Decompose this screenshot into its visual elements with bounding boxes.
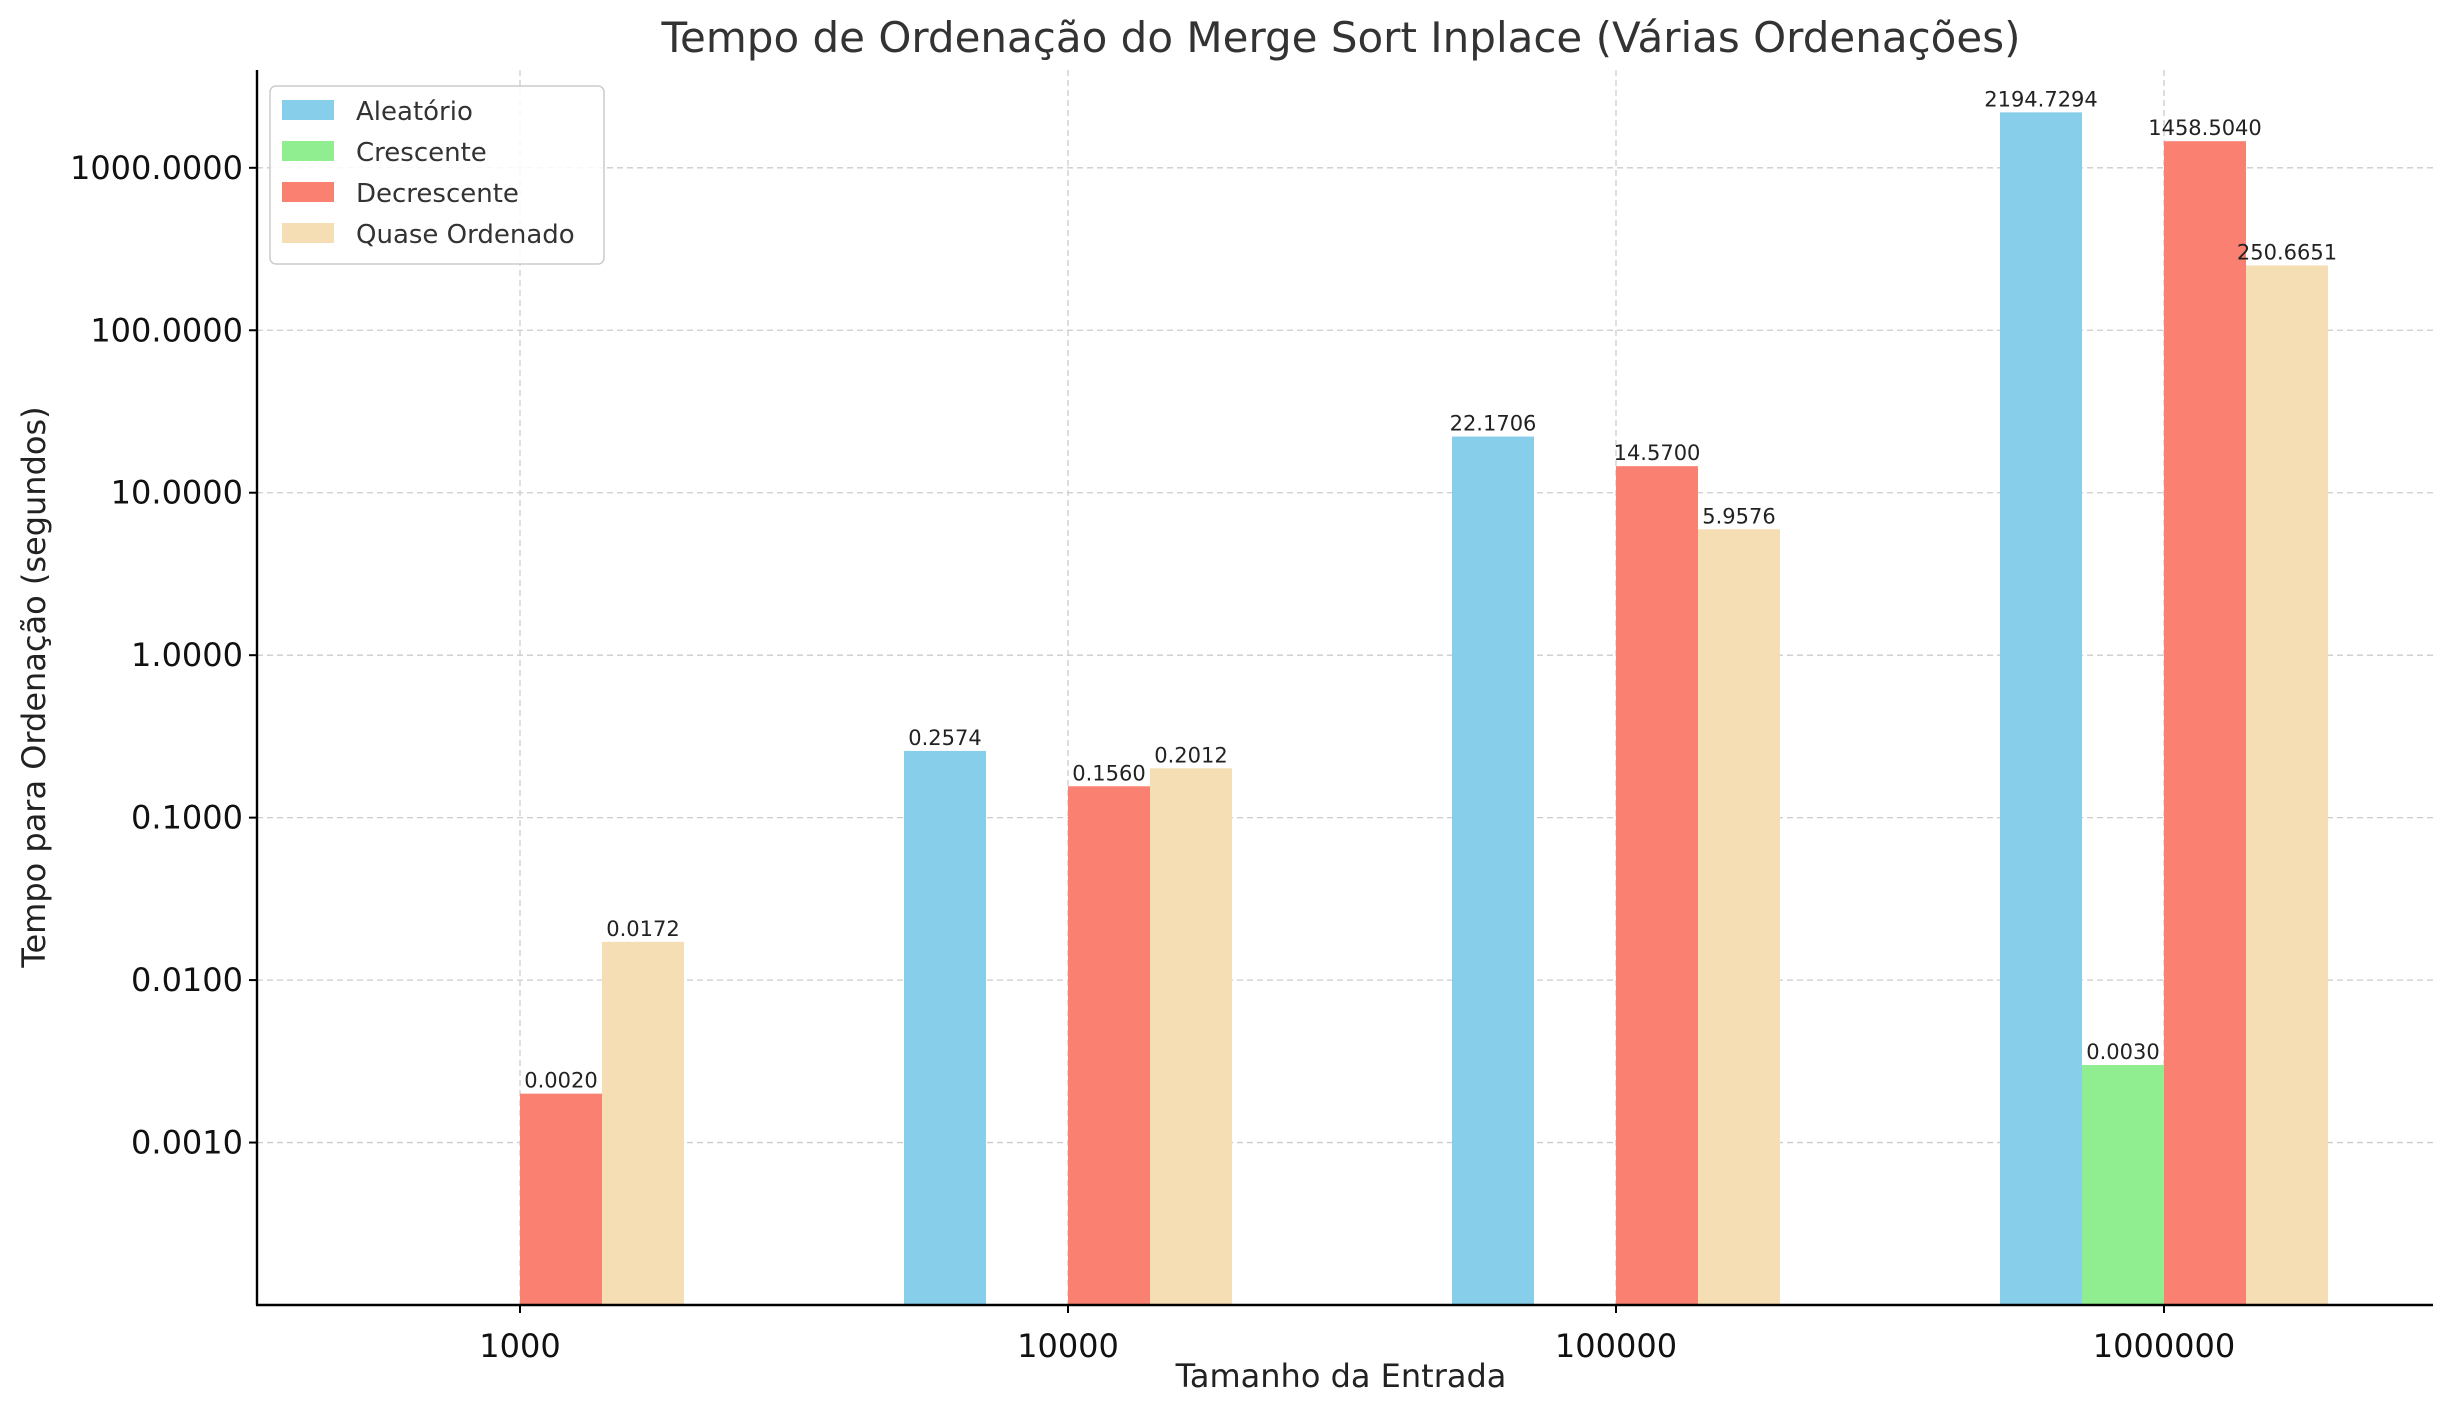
legend-swatch xyxy=(282,182,334,202)
data-label: 250.6651 xyxy=(2237,240,2337,264)
y-tick-label: 1000.0000 xyxy=(70,149,243,187)
bar-decrescente-1000 xyxy=(520,1093,602,1305)
y-tick-label: 10.0000 xyxy=(111,474,243,512)
bar-quase-ordenado-1000 xyxy=(602,941,684,1305)
data-label: 22.1706 xyxy=(1450,412,1537,436)
legend-swatch xyxy=(282,100,334,120)
y-axis-label: Tempo para Ordenação (segundos) xyxy=(15,406,53,968)
y-tick-label: 0.0010 xyxy=(131,1124,243,1162)
x-axis-label: Tamanho da Entrada xyxy=(1175,1357,1507,1395)
legend-label: Quase Ordenado xyxy=(356,220,575,250)
bar-quase-ordenado-100000 xyxy=(1698,529,1780,1305)
bar-decrescente-100000 xyxy=(1616,466,1698,1306)
y-tick-label: 1.0000 xyxy=(131,636,243,674)
x-tick-label: 1000 xyxy=(479,1327,560,1365)
y-tick-label: 0.1000 xyxy=(131,799,243,837)
legend-swatch xyxy=(282,223,334,243)
y-tick-label: 100.0000 xyxy=(90,311,243,349)
x-tick-label: 10000 xyxy=(1017,1327,1119,1365)
legend-box xyxy=(269,85,605,265)
bar-decrescente-1000000 xyxy=(2164,141,2246,1306)
data-label: 14.5700 xyxy=(1614,441,1701,465)
bar-quase-ordenado-10000 xyxy=(1150,768,1232,1305)
data-label: 0.2012 xyxy=(1154,743,1227,767)
bar-aleatório-1000000 xyxy=(2000,112,2082,1305)
bar-crescente-1000000 xyxy=(2082,1065,2164,1305)
data-labels: 0.2574 22.1706 2194.7294 0.0030 0.0020 0.1560… xyxy=(524,87,2337,1092)
x-tick-label: 100000 xyxy=(1555,1327,1677,1365)
data-label: 2194.7294 xyxy=(1984,87,2098,111)
chart-title: Tempo de Ordenação do Merge Sort Inplace… xyxy=(661,13,2021,62)
bar-decrescente-10000 xyxy=(1068,786,1150,1305)
legend-swatch xyxy=(282,141,334,161)
ticks: 0.0010 0.0100 0.1000 1.0000 10.0000 100.0000 1… xyxy=(70,149,2235,1365)
legend: Aleatório Crescente Decrescente Quase Orden… xyxy=(269,85,605,265)
x-tick-label: 1000000 xyxy=(2093,1327,2236,1365)
bar-aleatório-100000 xyxy=(1452,436,1534,1305)
data-label: 5.9576 xyxy=(1702,504,1775,528)
data-label: 0.0030 xyxy=(2086,1040,2159,1064)
y-tick-label: 0.0100 xyxy=(131,961,243,999)
data-label: 0.2574 xyxy=(908,726,981,750)
data-label: 0.1560 xyxy=(1072,761,1145,785)
legend-label: Aleatório xyxy=(356,97,473,127)
data-label: 1458.5040 xyxy=(2148,116,2262,140)
legend-label: Decrescente xyxy=(356,179,519,209)
data-label: 0.0020 xyxy=(524,1069,597,1093)
axes xyxy=(255,70,2433,1307)
bar-aleatório-10000 xyxy=(904,750,986,1305)
bars xyxy=(520,112,2328,1306)
legend-label: Crescente xyxy=(356,138,487,168)
bar-quase-ordenado-1000000 xyxy=(2246,265,2328,1306)
data-label: 0.0172 xyxy=(606,917,679,941)
